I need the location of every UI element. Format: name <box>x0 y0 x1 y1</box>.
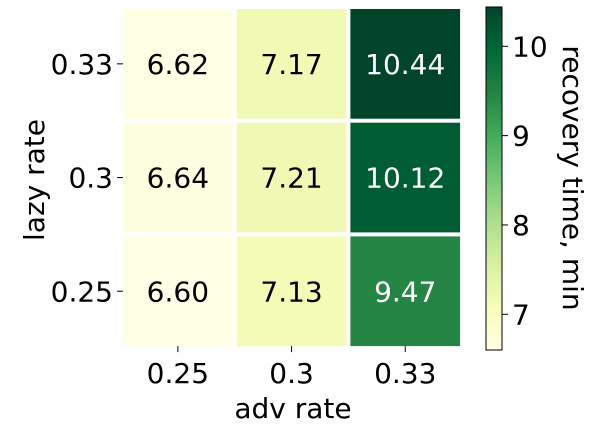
x-tick-label: 0.33 <box>374 357 436 390</box>
y-tick-label: 0.3 <box>68 162 113 195</box>
colorbar-tick-label: 10 <box>512 30 548 63</box>
y-axis: 0.33 0.3 0.25 <box>51 48 123 308</box>
heatmap-cell <box>123 236 233 347</box>
heatmap-cell <box>350 236 461 347</box>
cell-value-label: 9.47 <box>374 275 436 308</box>
x-axis-label: adv rate <box>234 392 351 425</box>
colorbar-tick-label: 8 <box>512 209 530 242</box>
heatmap-cells: 6.62 7.17 10.44 6.64 7.21 10.12 6.60 7.13 9.47 <box>123 9 461 347</box>
heatmap-cell <box>350 9 461 119</box>
heatmap-cell <box>123 122 233 233</box>
heatmap-cell <box>350 122 461 233</box>
colorbar <box>485 6 503 351</box>
cell-value-label: 7.17 <box>260 48 322 81</box>
colorbar-tick-label: 7 <box>512 298 530 331</box>
x-tick-label: 0.3 <box>269 357 314 390</box>
heatmap-cell <box>236 9 347 119</box>
y-tick-label: 0.33 <box>51 48 113 81</box>
cell-value-label: 6.62 <box>147 48 209 81</box>
x-axis: 0.25 0.3 0.33 <box>147 346 436 390</box>
heatmap-cell <box>236 122 347 233</box>
colorbar-label: recovery time, min <box>556 45 589 310</box>
colorbar-ticks: 7 8 9 10 <box>502 30 548 331</box>
cell-value-label: 6.60 <box>147 275 209 308</box>
cell-value-label: 10.12 <box>365 162 445 195</box>
cell-value-label: 7.21 <box>260 162 322 195</box>
cell-value-label: 7.13 <box>260 275 322 308</box>
heatmap-cell <box>123 9 233 119</box>
y-axis-label: lazy rate <box>18 119 51 241</box>
colorbar-tick-label: 9 <box>512 120 530 153</box>
heatmap-cell <box>236 236 347 347</box>
cell-value-label: 10.44 <box>365 48 445 81</box>
y-tick-label: 0.25 <box>51 275 113 308</box>
cell-value-label: 6.64 <box>147 162 209 195</box>
x-tick-label: 0.25 <box>147 357 209 390</box>
